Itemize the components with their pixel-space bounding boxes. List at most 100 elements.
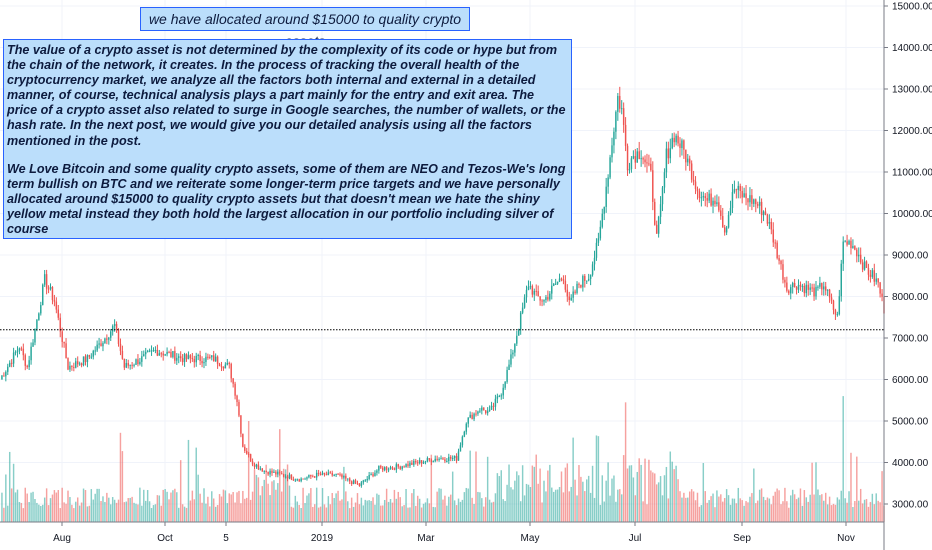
candle-down: [201, 356, 203, 368]
candle-up: [737, 181, 740, 199]
volume-bar: [824, 492, 827, 522]
candle-up: [556, 281, 559, 286]
volume-bar: [527, 484, 530, 522]
volume-bar: [826, 504, 829, 522]
y-tick-label: 14000.00: [892, 43, 932, 54]
candle-down: [739, 183, 741, 199]
volume-bar: [722, 501, 724, 522]
volume-bar: [836, 497, 839, 522]
candle-up: [533, 288, 536, 301]
volume-bar: [790, 495, 792, 522]
volume-bar: [143, 489, 145, 522]
volume-bar: [644, 458, 646, 522]
candle-up: [259, 466, 262, 471]
candle-down: [667, 141, 670, 165]
volume-bar: [572, 437, 574, 522]
volume-bar: [681, 497, 683, 522]
volume-bar: [564, 467, 567, 522]
candle-down: [393, 467, 396, 471]
volume-bar: [646, 504, 648, 522]
candle-down: [861, 259, 864, 273]
candle-down: [59, 313, 61, 338]
candle-up: [195, 352, 197, 367]
volume-bar: [113, 499, 116, 522]
volume-bar: [741, 500, 743, 522]
candle-down: [242, 433, 244, 448]
volume-bar: [415, 505, 417, 522]
candle-up: [30, 342, 32, 365]
candle-down: [756, 201, 759, 209]
volume-bar: [830, 505, 833, 522]
volume-bar: [642, 501, 644, 522]
volume-bar: [688, 491, 691, 522]
candle-down: [249, 453, 252, 462]
volume-bar: [244, 498, 246, 522]
candle-up: [587, 273, 590, 282]
candle-down: [834, 308, 837, 320]
volume-bar: [228, 493, 230, 522]
volume-bar: [871, 493, 874, 522]
candle-down: [483, 407, 485, 411]
candle-up: [352, 479, 355, 485]
volume-bar: [374, 504, 376, 522]
candle-down: [475, 410, 477, 417]
volume-bar: [519, 501, 522, 522]
candle-up: [383, 466, 386, 472]
candle-up: [700, 191, 703, 207]
candle-up: [725, 225, 728, 236]
candle-down: [218, 362, 221, 367]
analysis-callout[interactable]: The value of a crypto asset is not deter…: [3, 39, 572, 239]
candle-down: [246, 447, 248, 455]
volume-bar: [455, 505, 458, 522]
candle-down: [267, 471, 269, 476]
volume-bar: [809, 494, 811, 522]
volume-bar: [8, 451, 11, 522]
candle-down: [564, 275, 567, 293]
analysis-paragraph-1: The value of a crypto asset is not deter…: [7, 43, 566, 148]
volume-bar: [366, 500, 368, 522]
volume-bar: [424, 502, 427, 522]
candle-up: [632, 150, 635, 160]
volume-bar: [852, 507, 854, 522]
candle-down: [655, 220, 658, 234]
candle-up: [296, 478, 298, 482]
candle-up: [545, 294, 547, 303]
candle-down: [807, 281, 809, 296]
volume-bar: [547, 470, 549, 522]
candle-down: [471, 412, 473, 420]
volume-bar: [434, 507, 436, 522]
volume-bar: [257, 477, 260, 522]
candle-up: [591, 261, 594, 277]
candle-up: [669, 138, 672, 164]
volume-bar: [137, 504, 139, 522]
volume-bar: [183, 506, 186, 522]
volume-bar: [640, 464, 642, 522]
volume-bar: [20, 502, 23, 522]
candle-up: [599, 220, 602, 241]
volume-bar: [714, 507, 716, 522]
candle-down: [714, 195, 716, 207]
volume-bar: [214, 506, 217, 522]
candle-up: [343, 475, 345, 479]
candle-up: [508, 359, 510, 371]
candle-up: [395, 462, 398, 473]
candle-up: [90, 353, 93, 360]
volume-bar: [677, 479, 679, 522]
volume-bar: [679, 491, 681, 522]
candle-up: [521, 302, 524, 315]
candle-down: [782, 259, 784, 284]
candle-down: [850, 237, 852, 255]
y-tick-label: 15000.00: [892, 2, 932, 13]
x-tick-label: Sep: [733, 533, 751, 544]
title-callout[interactable]: we have allocated around $15000 to quali…: [140, 7, 470, 49]
volume-bar: [420, 507, 423, 522]
volume-bar: [737, 487, 740, 522]
volume-bar: [727, 495, 730, 522]
volume-bar: [615, 501, 617, 522]
volume-bar: [152, 505, 155, 522]
candle-up: [467, 417, 469, 428]
volume-bar: [848, 491, 850, 522]
candle-up: [790, 284, 792, 300]
volume-bar: [786, 501, 788, 522]
candle-up: [529, 281, 532, 290]
